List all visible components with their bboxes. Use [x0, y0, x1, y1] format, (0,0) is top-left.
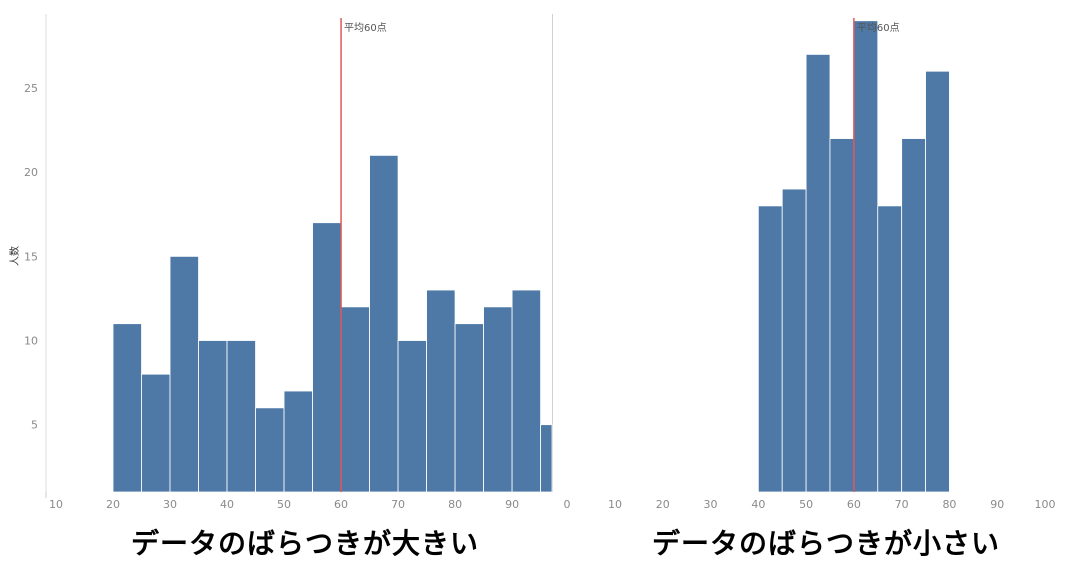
y-tick-label-4: 25 — [24, 82, 38, 95]
x-tick-label-0-2: 30 — [163, 498, 177, 511]
mean-label-1: 平均60点 — [857, 22, 900, 34]
bar-1-7 — [925, 70, 950, 493]
bar-0-1 — [141, 373, 171, 493]
bar-1-4 — [853, 20, 879, 493]
x-tick-label-1-2: 30 — [704, 498, 718, 511]
x-tick-label-1-9: 100 — [1035, 498, 1056, 511]
x-tick-label-1-5: 60 — [847, 498, 861, 511]
bar-1-6 — [901, 138, 926, 493]
bar-0-5 — [255, 407, 285, 493]
bar-0-14 — [511, 289, 541, 493]
x-tick-label-0-1: 20 — [106, 498, 120, 511]
y-axis-label: 人数 — [8, 246, 21, 266]
x-tick-label-0-9: 0 — [564, 498, 571, 511]
x-tick-label-1-1: 20 — [656, 498, 670, 511]
x-tick-label-0-6: 70 — [391, 498, 405, 511]
y-tick-label-1: 10 — [24, 335, 38, 348]
x-tick-label-1-7: 80 — [942, 498, 956, 511]
x-tick-label-1-8: 90 — [990, 498, 1004, 511]
bar-1-2 — [805, 53, 831, 493]
bar-0-13 — [483, 306, 513, 493]
y-tick-label-0: 5 — [31, 419, 38, 432]
bar-0-8 — [340, 306, 370, 493]
bar-0-3 — [198, 340, 228, 493]
bar-0-4 — [226, 340, 256, 493]
bar-0-10 — [397, 340, 427, 493]
y-tick-label-2: 15 — [24, 250, 38, 263]
caption-left: データのばらつきが大きい — [130, 527, 480, 560]
bar-0-6 — [283, 390, 313, 493]
x-tick-label-0-4: 50 — [277, 498, 291, 511]
bar-0-11 — [426, 289, 456, 493]
mean-label-0: 平均60点 — [344, 22, 387, 34]
x-tick-label-1-4: 50 — [799, 498, 813, 511]
bar-0-0 — [112, 323, 142, 493]
caption-right: データのばらつきが小さい — [651, 527, 1001, 560]
bar-1-1 — [781, 188, 807, 493]
x-tick-label-0-0: 10 — [49, 498, 63, 511]
bar-1-0 — [757, 205, 783, 493]
x-tick-label-0-5: 60 — [334, 498, 348, 511]
x-tick-label-0-3: 40 — [220, 498, 234, 511]
x-tick-label-0-8: 90 — [505, 498, 519, 511]
bar-0-9 — [369, 154, 399, 493]
bar-0-15 — [540, 424, 553, 493]
x-tick-label-1-6: 70 — [895, 498, 909, 511]
x-tick-label-0-7: 80 — [448, 498, 462, 511]
bar-0-12 — [454, 323, 484, 493]
bar-1-3 — [829, 138, 855, 493]
bar-0-7 — [312, 222, 342, 493]
bar-0-2 — [169, 255, 199, 493]
x-tick-label-1-3: 40 — [751, 498, 765, 511]
bar-1-5 — [877, 205, 903, 493]
x-tick-label-1-0: 10 — [608, 498, 622, 511]
y-tick-label-3: 20 — [24, 166, 38, 179]
